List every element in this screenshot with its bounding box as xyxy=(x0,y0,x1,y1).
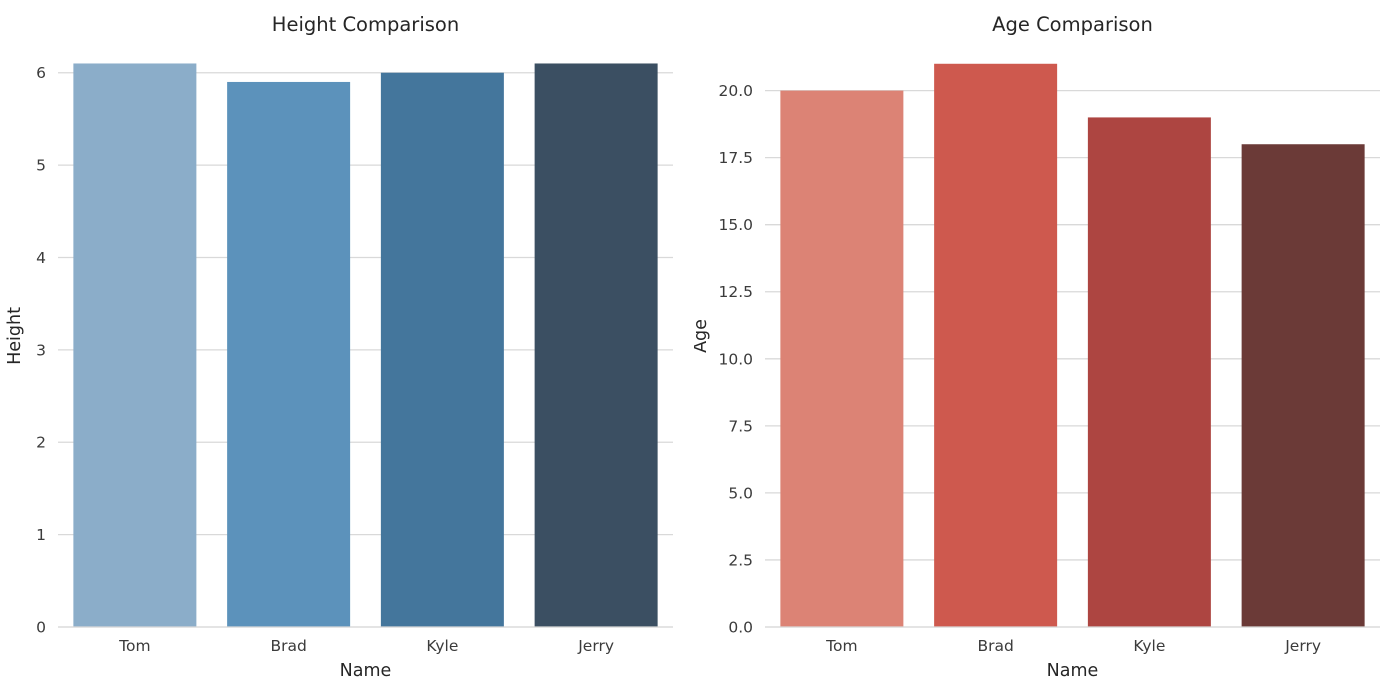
y-tick-label: 15.0 xyxy=(718,216,753,234)
x-tick-label: Tom xyxy=(118,637,150,655)
height-comparison-chart: 0 1 2 3 4 5 6 Tom Brad Kyle Jerry Name Height Height … xyxy=(5,13,673,681)
bar-brad xyxy=(934,63,1058,628)
x-axis-label: Name xyxy=(340,661,392,681)
y-tick-label: 3 xyxy=(36,341,46,359)
y-tick-label: 0 xyxy=(36,619,46,637)
bar-jerry xyxy=(534,63,658,627)
y-axis-label: Height xyxy=(5,307,25,365)
y-tick-label: 5.0 xyxy=(728,484,753,502)
bar-kyle xyxy=(1087,117,1211,628)
age-comparison-chart: 0.0 2.5 5.0 7.5 10.0 12.5 15.0 17.5 20.0 Tom Brad K… xyxy=(694,13,1380,681)
y-tick-label: 1 xyxy=(36,526,46,544)
y-tick-label: 20.0 xyxy=(718,82,753,100)
x-axis-label: Name xyxy=(1047,661,1099,681)
y-tick-label: 5 xyxy=(36,157,46,175)
bar-jerry xyxy=(1241,144,1365,627)
y-tick-label: 0.0 xyxy=(728,619,753,637)
y-tick-label: 17.5 xyxy=(718,149,753,167)
bar-tom xyxy=(73,63,197,627)
y-tick-label: 2.5 xyxy=(728,551,753,569)
y-tick-label: 12.5 xyxy=(718,283,753,301)
bar-kyle xyxy=(380,72,504,627)
y-tick-label: 7.5 xyxy=(728,417,753,435)
x-tick-label: Brad xyxy=(270,637,306,655)
x-tick-label: Tom xyxy=(825,637,857,655)
x-tick-label: Brad xyxy=(977,637,1013,655)
y-tick-label: 4 xyxy=(36,249,46,267)
x-tick-label: Jerry xyxy=(1284,637,1321,655)
chart-title: Age Comparison xyxy=(992,13,1153,36)
chart-title: Height Comparison xyxy=(272,13,459,36)
bar-tom xyxy=(780,90,904,627)
x-tick-label: Jerry xyxy=(577,637,614,655)
bar-brad xyxy=(227,81,351,627)
x-tick-label: Kyle xyxy=(426,637,458,655)
y-axis-label: Age xyxy=(694,319,711,353)
y-tick-label: 6 xyxy=(36,64,46,82)
y-tick-label: 10.0 xyxy=(718,350,753,368)
y-tick-label: 2 xyxy=(36,434,46,452)
x-tick-label: Kyle xyxy=(1133,637,1165,655)
